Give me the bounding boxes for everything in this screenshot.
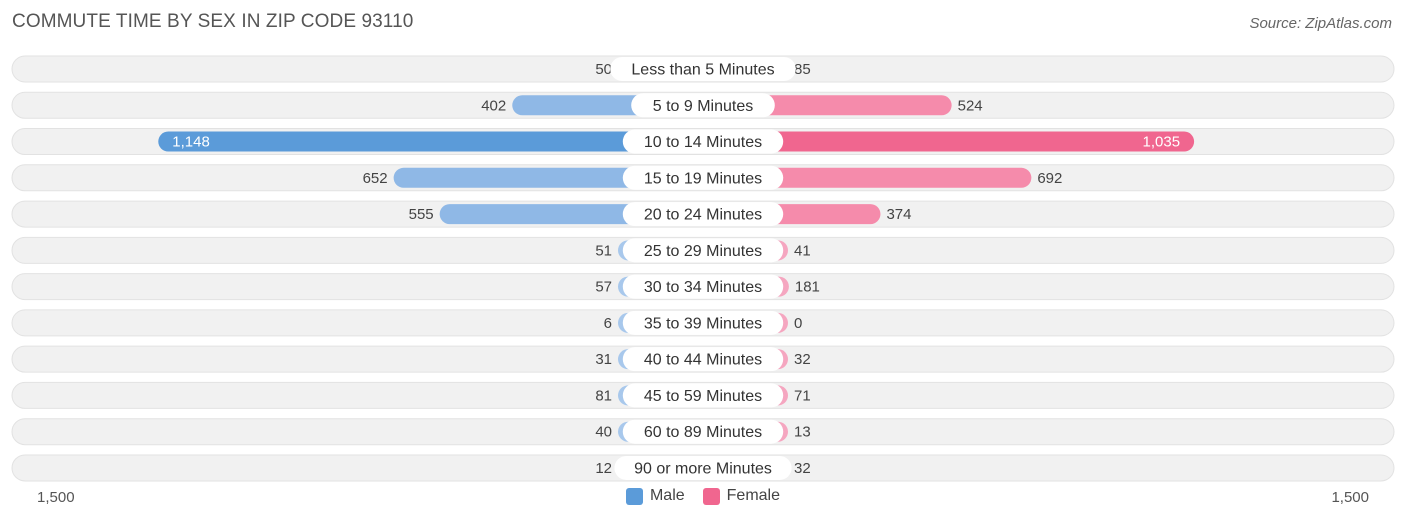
category-pill: [622, 202, 784, 227]
category-pill: [622, 383, 784, 408]
male-bar: [158, 131, 704, 152]
female-value-label: 32: [794, 351, 811, 368]
female-bar: [703, 167, 1032, 188]
category-label: 35 to 39 Minutes: [644, 315, 762, 332]
category-label: 5 to 9 Minutes: [653, 98, 754, 115]
category-label: 30 to 34 Minutes: [644, 279, 762, 296]
female-value-label: 13: [794, 424, 811, 441]
category-pill: [622, 347, 784, 372]
female-value-label: 32: [794, 460, 811, 477]
female-value-label: 374: [886, 206, 911, 223]
category-label: 10 to 14 Minutes: [644, 134, 762, 151]
male-value-label: 40: [595, 424, 612, 441]
axis-label-left: 1,500: [37, 489, 75, 506]
category-pill: [622, 310, 784, 335]
male-value-label: 50: [595, 61, 612, 78]
female-value-label: 1,035: [1143, 134, 1181, 151]
category-pill: [622, 165, 784, 190]
axis-label-right: 1,500: [1331, 489, 1369, 506]
female-value-label: 85: [794, 61, 811, 78]
female-value-label: 692: [1037, 170, 1062, 187]
female-value-label: 524: [958, 97, 983, 114]
legend-label-female: Female: [726, 487, 781, 504]
male-value-label: 51: [595, 242, 612, 259]
category-pill: [622, 274, 784, 299]
male-value-label: 6: [604, 315, 612, 332]
category-label: 25 to 29 Minutes: [644, 243, 762, 260]
male-value-label: 81: [595, 387, 612, 404]
category-pill: [622, 129, 784, 154]
category-label: 90 or more Minutes: [634, 460, 772, 477]
category-label: 40 to 44 Minutes: [644, 352, 762, 369]
male-value-label: 1,148: [172, 134, 210, 151]
male-value-label: 57: [595, 279, 612, 296]
legend-swatch-female: [702, 487, 720, 505]
female-value-label: 71: [794, 387, 811, 404]
category-pill: [610, 57, 796, 81]
category-pill: [631, 93, 775, 118]
legend-item-male: Male: [625, 487, 685, 505]
commute-chart: 50 85 Less than 5 Minutes 402 524 5 to 9 Minu…: [11, 55, 1395, 482]
category-pill: [614, 455, 792, 480]
female-value-label: 41: [794, 242, 811, 259]
legend: Male Female: [0, 487, 1406, 505]
female-value-label: 181: [795, 279, 820, 296]
category-pill: [622, 419, 784, 444]
female-bar: [703, 131, 1195, 152]
category-label: 60 to 89 Minutes: [644, 424, 762, 441]
male-value-label: 12: [595, 460, 612, 477]
category-label: 15 to 19 Minutes: [644, 170, 762, 187]
legend-item-female: Female: [702, 487, 781, 505]
male-value-label: 31: [595, 351, 612, 368]
category-label: Less than 5 Minutes: [631, 62, 774, 79]
category-label: 45 to 59 Minutes: [644, 388, 762, 405]
category-pill: [622, 238, 784, 263]
female-value-label: 0: [794, 315, 802, 332]
source-label: Source: ZipAtlas.com: [1249, 15, 1392, 32]
male-value-label: 555: [409, 206, 434, 223]
legend-label-male: Male: [649, 487, 685, 504]
category-label: 20 to 24 Minutes: [644, 207, 762, 224]
chart-title: COMMUTE TIME BY SEX IN ZIP CODE 93110: [12, 11, 414, 32]
legend-swatch-male: [625, 487, 643, 505]
male-value-label: 402: [481, 97, 506, 114]
male-value-label: 652: [363, 170, 388, 187]
